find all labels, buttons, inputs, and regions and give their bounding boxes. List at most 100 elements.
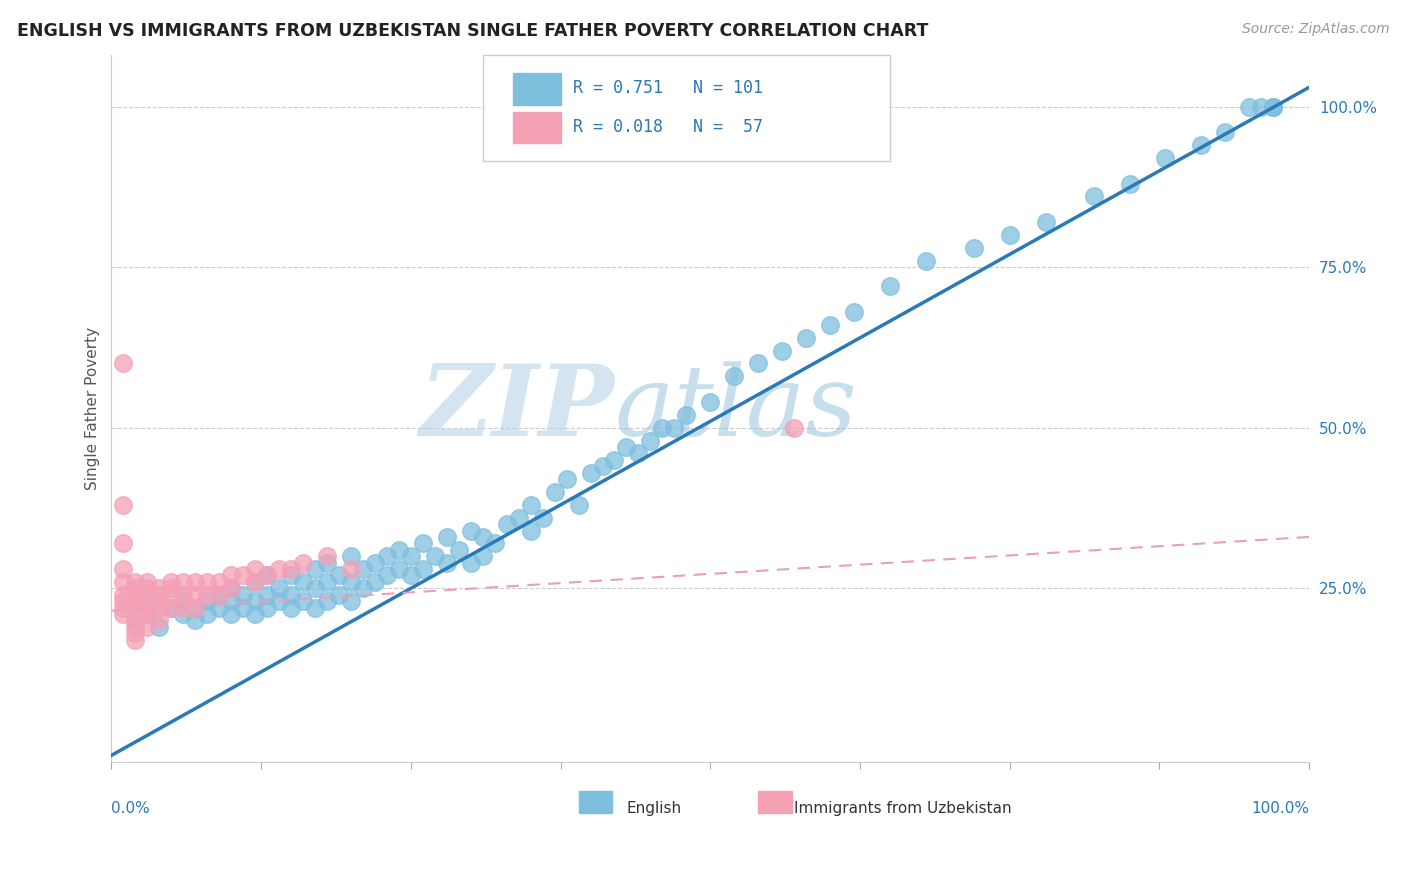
Point [232,568,254,582]
Point [208,574,231,589]
Point [747,357,769,371]
Bar [758,790,792,814]
Bar [513,73,561,104]
Point [243,607,266,621]
Point [340,574,363,589]
Point [136,600,159,615]
Point [436,556,458,570]
Point [423,549,446,564]
Point [148,620,170,634]
Point [1035,215,1057,229]
Point [375,549,398,564]
Point [219,582,242,596]
Point [208,600,231,615]
Point [124,594,146,608]
Point [256,568,278,582]
Point [388,542,411,557]
Point [627,446,650,460]
Point [842,305,865,319]
Point [112,574,135,589]
Point [219,582,242,596]
Point [723,369,745,384]
Point [232,600,254,615]
Point [172,607,194,621]
Text: 0.0%: 0.0% [111,801,150,815]
Point [352,562,374,576]
Point [699,395,721,409]
Point [124,620,146,634]
Point [399,549,422,564]
Point [136,574,159,589]
Point [136,588,159,602]
Point [136,607,159,621]
Point [160,600,183,615]
Point [136,620,159,634]
Point [112,588,135,602]
Point [375,568,398,582]
Point [304,600,326,615]
Point [112,498,135,512]
Point [388,562,411,576]
Point [160,588,183,602]
FancyBboxPatch shape [482,55,890,161]
Text: ZIP: ZIP [419,360,614,457]
Point [616,440,638,454]
Point [184,588,207,602]
Point [112,607,135,621]
Text: Immigrants from Uzbekistan: Immigrants from Uzbekistan [794,801,1012,815]
Point [172,600,194,615]
Point [148,614,170,628]
Point [256,600,278,615]
Point [148,588,170,602]
Point [340,594,363,608]
Text: R = 0.751   N = 101: R = 0.751 N = 101 [572,78,762,96]
Point [136,607,159,621]
Point [172,588,194,602]
Point [112,594,135,608]
Point [447,542,470,557]
Point [1154,151,1177,165]
Point [412,562,434,576]
Point [460,524,482,538]
Text: ENGLISH VS IMMIGRANTS FROM UZBEKISTAN SINGLE FATHER POVERTY CORRELATION CHART: ENGLISH VS IMMIGRANTS FROM UZBEKISTAN SI… [17,22,928,40]
Point [508,510,530,524]
Point [208,588,231,602]
Point [1239,99,1261,113]
Point [269,582,291,596]
Point [1250,99,1272,113]
Point [1263,99,1285,113]
Point [219,568,242,582]
Point [184,574,207,589]
Point [112,357,135,371]
Point [328,588,350,602]
Point [148,582,170,596]
Point [399,568,422,582]
Point [1189,138,1212,153]
Point [124,607,146,621]
Point [112,600,135,615]
Point [1083,189,1105,203]
Point [172,574,194,589]
Text: Source: ZipAtlas.com: Source: ZipAtlas.com [1241,22,1389,37]
Point [963,241,986,255]
Point [794,331,817,345]
Point [364,574,387,589]
Point [243,562,266,576]
Point [219,594,242,608]
Point [269,594,291,608]
Point [160,582,183,596]
Point [471,530,494,544]
Point [124,600,146,615]
Point [112,562,135,576]
Point [292,594,315,608]
Point [148,594,170,608]
Point [184,600,207,615]
Point [172,594,194,608]
Point [184,614,207,628]
Point [879,279,901,293]
Point [195,594,218,608]
Point [340,562,363,576]
Point [675,408,697,422]
Point [531,510,554,524]
Point [292,556,315,570]
